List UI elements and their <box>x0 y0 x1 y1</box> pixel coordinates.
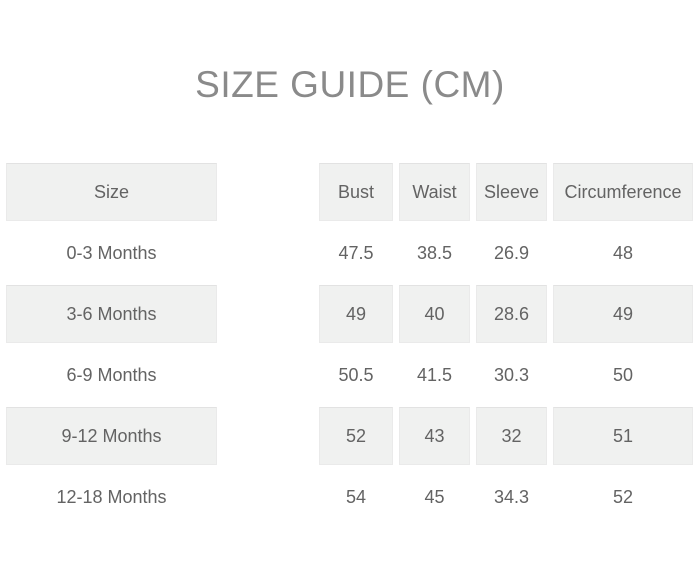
cell-sleeve: 28.6 <box>476 285 547 343</box>
cell-sleeve: 30.3 <box>493 364 530 385</box>
header-cell-bust: Bust <box>319 163 393 221</box>
spacer-column <box>223 346 313 404</box>
spacer-column <box>223 163 313 221</box>
cell-waist: 41.5 <box>416 364 453 385</box>
header-cell-waist: Waist <box>399 163 470 221</box>
cell-bust: 47.5 <box>338 242 374 263</box>
cell-sleeve: 26.9 <box>493 242 530 263</box>
header-cell-circumference: Circumference <box>553 163 693 221</box>
cell-circumference: 51 <box>553 407 693 465</box>
header-cell-size: Size <box>6 163 217 221</box>
size-guide-table: Size Bust Waist Sleeve Circumference 0-3… <box>0 160 699 529</box>
cell-size: 0-3 Months <box>66 242 157 263</box>
cell-bust: 49 <box>319 285 393 343</box>
cell-waist: 40 <box>399 285 470 343</box>
cell-size: 6-9 Months <box>66 364 157 385</box>
spacer-column <box>223 224 313 282</box>
cell-bust: 54 <box>345 486 367 507</box>
page-title: SIZE GUIDE (CM) <box>195 64 505 105</box>
table-row: 3-6 Months 49 40 28.6 49 <box>6 285 693 343</box>
cell-circumference: 50 <box>612 364 634 385</box>
cell-circumference: 52 <box>612 486 634 507</box>
spacer-column <box>223 468 313 526</box>
cell-waist: 38.5 <box>416 242 453 263</box>
cell-size: 12-18 Months <box>56 486 167 507</box>
spacer-column <box>223 407 313 465</box>
table-row: 12-18 Months 54 45 34.3 52 <box>6 468 693 526</box>
cell-circumference: 48 <box>612 242 634 263</box>
cell-size: 9-12 Months <box>6 407 217 465</box>
cell-bust: 50.5 <box>338 364 374 385</box>
table-row: 9-12 Months 52 43 32 51 <box>6 407 693 465</box>
cell-waist: 45 <box>424 486 445 507</box>
cell-size: 3-6 Months <box>6 285 217 343</box>
cell-waist: 43 <box>399 407 470 465</box>
table-header-row: Size Bust Waist Sleeve Circumference <box>6 163 693 221</box>
cell-sleeve: 34.3 <box>493 486 530 507</box>
cell-bust: 52 <box>319 407 393 465</box>
spacer-column <box>223 285 313 343</box>
table-row: 6-9 Months 50.5 41.5 30.3 50 <box>6 346 693 404</box>
table-row: 0-3 Months 47.5 38.5 26.9 48 <box>6 224 693 282</box>
cell-sleeve: 32 <box>476 407 547 465</box>
size-guide-page: SIZE GUIDE (CM) Size Bust Waist Sleeve C… <box>0 66 700 529</box>
cell-circumference: 49 <box>553 285 693 343</box>
header-cell-sleeve: Sleeve <box>476 163 547 221</box>
